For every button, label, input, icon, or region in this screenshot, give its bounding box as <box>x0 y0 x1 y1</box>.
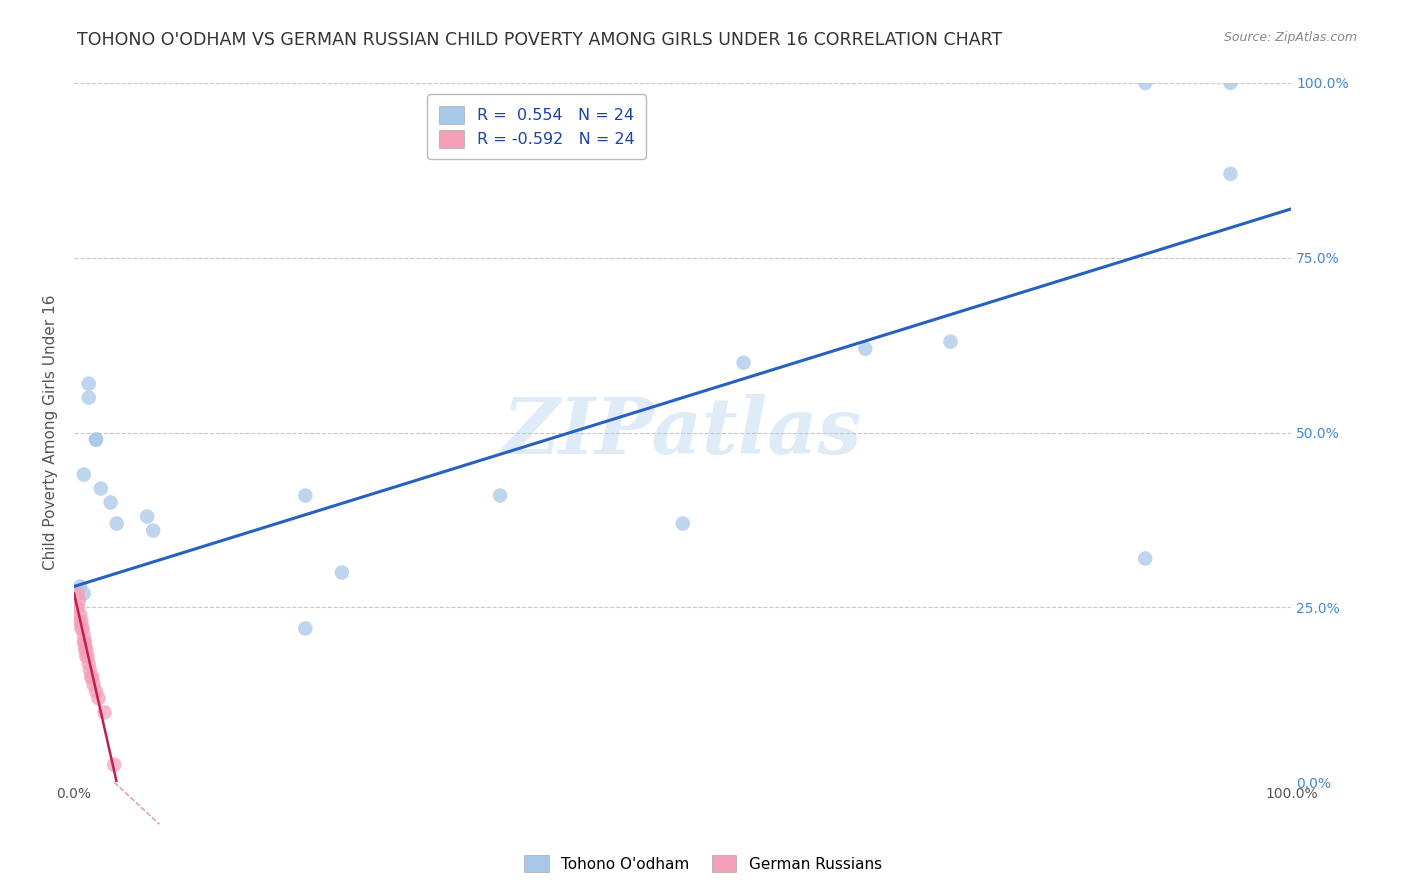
Point <box>84 684 107 698</box>
Point <box>73 586 96 600</box>
Point <box>1135 551 1157 566</box>
Point <box>853 342 876 356</box>
Point <box>69 607 91 622</box>
Point <box>939 334 962 349</box>
Point <box>75 642 97 657</box>
Point <box>73 642 96 657</box>
Point <box>77 391 100 405</box>
Point <box>1135 76 1157 90</box>
Point <box>83 677 105 691</box>
Point <box>136 509 159 524</box>
Point <box>77 376 100 391</box>
Point <box>67 615 90 629</box>
Point <box>73 628 96 642</box>
Point <box>73 635 96 649</box>
Point <box>73 467 96 482</box>
Point <box>67 593 90 607</box>
Point <box>69 579 91 593</box>
Point <box>105 516 128 531</box>
Point <box>75 649 97 664</box>
Point <box>1219 167 1241 181</box>
Point <box>489 489 512 503</box>
Text: ZIPatlas: ZIPatlas <box>503 394 862 471</box>
Point <box>82 670 104 684</box>
Point <box>77 657 100 671</box>
Point <box>733 356 755 370</box>
Point <box>100 495 122 509</box>
Point <box>73 635 96 649</box>
Point <box>672 516 695 531</box>
Point <box>79 664 101 678</box>
Point <box>66 586 89 600</box>
Legend: Tohono O'odham, German Russians: Tohono O'odham, German Russians <box>516 847 890 880</box>
Point <box>84 433 107 447</box>
Point <box>93 706 115 720</box>
Point <box>87 691 110 706</box>
Point <box>103 757 125 772</box>
Text: Source: ZipAtlas.com: Source: ZipAtlas.com <box>1223 31 1357 45</box>
Point <box>70 622 93 636</box>
Point <box>80 670 103 684</box>
Point <box>66 600 89 615</box>
Y-axis label: Child Poverty Among Girls Under 16: Child Poverty Among Girls Under 16 <box>44 295 58 570</box>
Point <box>76 649 98 664</box>
Point <box>294 489 316 503</box>
Point <box>1219 76 1241 90</box>
Point <box>294 622 316 636</box>
Point <box>330 566 353 580</box>
Point <box>72 622 94 636</box>
Legend: R =  0.554   N = 24, R = -0.592   N = 24: R = 0.554 N = 24, R = -0.592 N = 24 <box>427 95 645 160</box>
Point <box>70 615 93 629</box>
Point <box>84 433 107 447</box>
Text: TOHONO O'ODHAM VS GERMAN RUSSIAN CHILD POVERTY AMONG GIRLS UNDER 16 CORRELATION : TOHONO O'ODHAM VS GERMAN RUSSIAN CHILD P… <box>77 31 1002 49</box>
Point <box>90 482 112 496</box>
Point <box>142 524 165 538</box>
